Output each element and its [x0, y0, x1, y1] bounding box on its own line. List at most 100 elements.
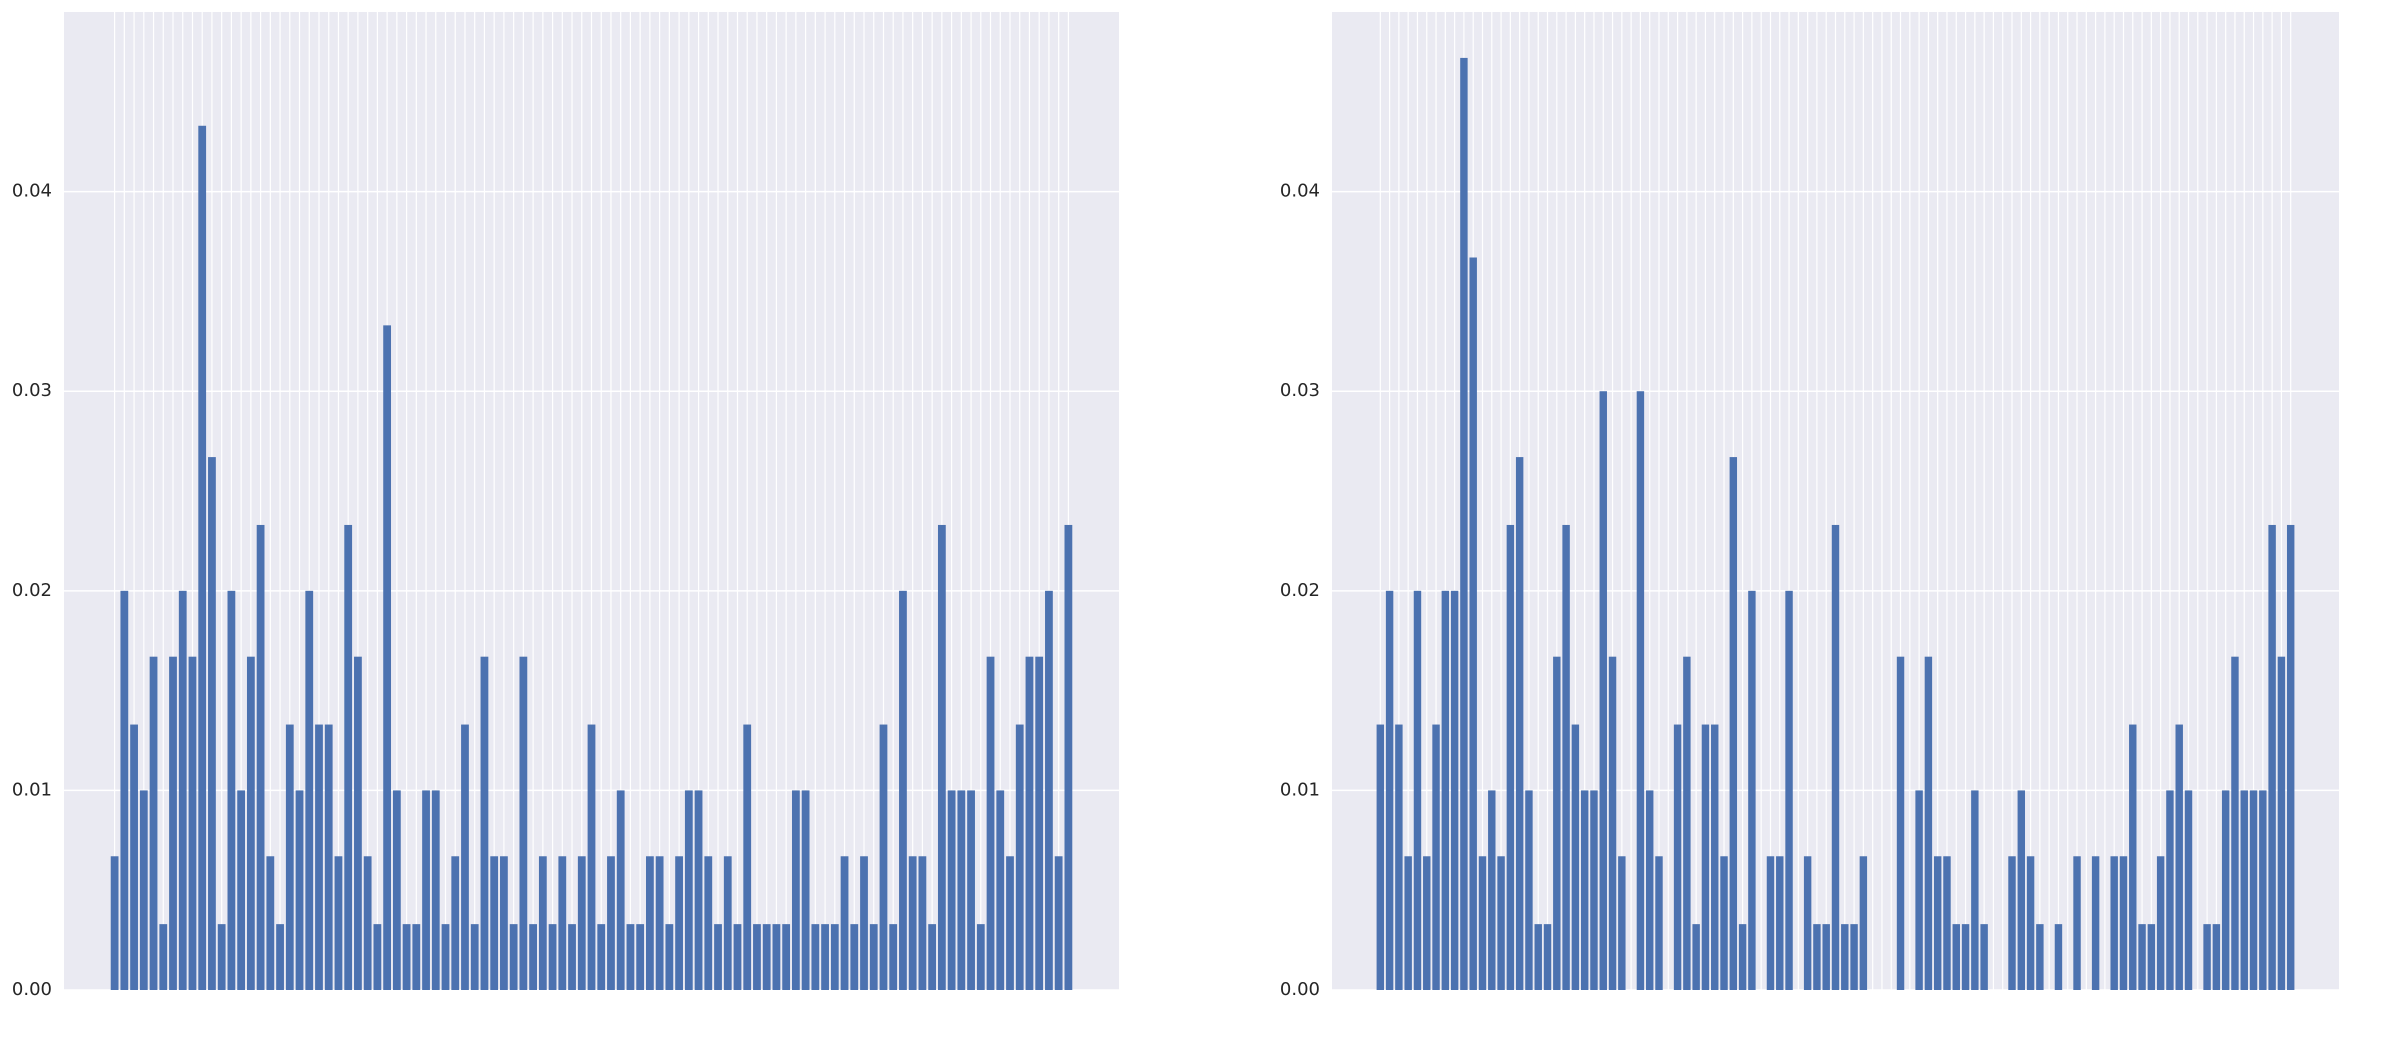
bar [344, 524, 353, 990]
bar [899, 590, 907, 990]
bar [1683, 656, 1691, 990]
bar [1441, 590, 1450, 990]
bar [2073, 856, 2081, 990]
bar [1822, 924, 1830, 990]
bar [451, 856, 460, 990]
bar [976, 924, 985, 990]
bar [1025, 656, 1034, 990]
bar [149, 656, 158, 990]
bar [675, 856, 683, 990]
bar [1785, 590, 1793, 990]
bar [1915, 790, 1923, 990]
y-tick-label: 0.03 [12, 380, 52, 401]
bar [616, 790, 625, 990]
bar [392, 790, 401, 990]
bar [431, 790, 440, 990]
bar [2147, 924, 2156, 990]
bar [1571, 724, 1580, 990]
bar [110, 856, 119, 990]
bar [1497, 856, 1505, 990]
bar [2184, 790, 2193, 990]
bar [2286, 524, 2295, 990]
bar [558, 856, 567, 990]
bar [714, 924, 722, 990]
bar [538, 856, 547, 990]
bar [1776, 856, 1784, 990]
bar [928, 924, 937, 990]
bar [646, 856, 654, 990]
bar [295, 790, 304, 990]
bar [1933, 856, 1942, 990]
bar [1590, 790, 1598, 990]
bar [2156, 856, 2165, 990]
bar [879, 724, 888, 990]
y-tick-label: 0.00 [1280, 979, 1320, 1000]
bar [470, 924, 479, 990]
bar [120, 590, 129, 990]
bar [305, 590, 314, 990]
bar [1385, 590, 1394, 990]
bar [665, 924, 674, 990]
y-tick-label: 0.01 [1280, 779, 1320, 800]
bar [500, 856, 508, 990]
bar [1692, 924, 1700, 990]
bar [1813, 924, 1821, 990]
bar [1045, 590, 1053, 990]
bar [548, 924, 557, 990]
y-tick-label: 0.02 [1280, 580, 1320, 601]
bar [1525, 790, 1533, 990]
bar [587, 724, 596, 990]
bar [315, 724, 323, 990]
bar [1952, 924, 1960, 990]
y-tick-label: 0.00 [12, 979, 52, 1000]
bar [509, 924, 518, 990]
bar [723, 856, 732, 990]
y-tick-label: 0.03 [1280, 380, 1320, 401]
bar [363, 856, 372, 990]
bar [2203, 924, 2211, 990]
bar [1450, 590, 1459, 990]
bar [422, 790, 430, 990]
bar [1506, 524, 1515, 990]
bar [1711, 724, 1719, 990]
bar [821, 924, 829, 990]
bar [1432, 724, 1440, 990]
bar [830, 924, 839, 990]
bar [159, 924, 168, 990]
bar [840, 856, 849, 990]
bar [1943, 856, 1951, 990]
bar [519, 656, 528, 990]
bar [2175, 724, 2183, 990]
bar [1645, 790, 1654, 990]
bar [412, 924, 421, 990]
bar [996, 790, 1005, 990]
bar [801, 790, 810, 990]
bar [889, 924, 898, 990]
bar [1673, 724, 1682, 990]
bar [850, 924, 859, 990]
bar [1488, 790, 1496, 990]
subplot: 0.00 0.01 0.02 0.03 0.04 [12, 12, 1119, 1000]
bar [986, 656, 995, 990]
bar [918, 856, 927, 990]
bar [1553, 656, 1561, 990]
bar [1655, 856, 1663, 990]
bar [1413, 590, 1422, 990]
bar [1460, 57, 1468, 990]
bar [607, 856, 615, 990]
bar [1423, 856, 1431, 990]
bar [461, 724, 469, 990]
bar [1738, 924, 1747, 990]
bar [139, 790, 148, 990]
bar [597, 924, 606, 990]
bar [2138, 924, 2146, 990]
bar [529, 924, 537, 990]
bar [1961, 924, 1970, 990]
bar [1469, 257, 1477, 991]
bar [402, 924, 411, 990]
subplot: 0.00 0.01 0.02 0.03 0.04 [1280, 12, 2339, 1000]
bar [1064, 524, 1073, 990]
bar [266, 856, 275, 990]
bar [1006, 856, 1014, 990]
